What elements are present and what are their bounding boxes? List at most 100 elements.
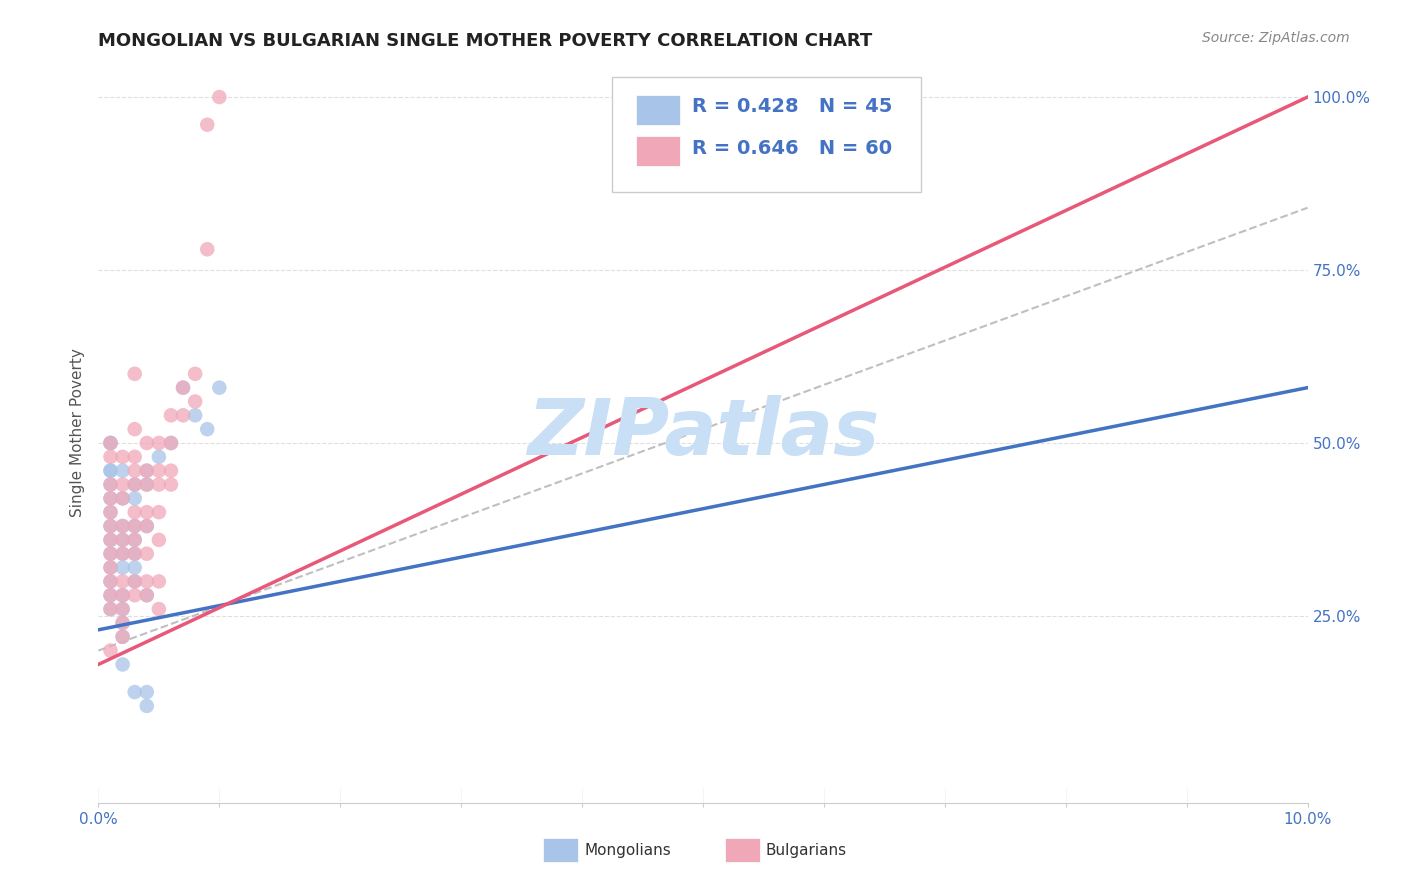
Point <box>100 505 122 519</box>
Point <box>148 477 170 491</box>
Point <box>148 574 170 589</box>
Point <box>100 560 122 574</box>
Point <box>100 450 122 464</box>
Point <box>135 588 157 602</box>
Point <box>100 519 122 533</box>
Point <box>111 560 134 574</box>
Point <box>100 574 122 589</box>
Point <box>148 450 170 464</box>
Point <box>135 464 157 478</box>
Point <box>111 588 134 602</box>
Text: Bulgarians: Bulgarians <box>766 843 846 858</box>
Point <box>195 118 218 132</box>
Point <box>100 602 122 616</box>
Point <box>148 505 170 519</box>
Point <box>172 409 194 423</box>
Point <box>184 409 207 423</box>
Point <box>124 533 146 547</box>
Point <box>111 533 134 547</box>
FancyBboxPatch shape <box>637 136 681 166</box>
Point <box>124 491 146 506</box>
Point <box>124 547 146 561</box>
Point <box>124 588 146 602</box>
Point <box>111 533 134 547</box>
Point <box>100 588 122 602</box>
Point <box>124 560 146 574</box>
Point <box>111 547 134 561</box>
Point <box>111 630 134 644</box>
Point <box>184 367 207 381</box>
Point <box>111 630 134 644</box>
Point <box>111 519 134 533</box>
Point <box>111 477 134 491</box>
FancyBboxPatch shape <box>637 95 681 125</box>
Point <box>184 394 207 409</box>
FancyBboxPatch shape <box>543 838 578 862</box>
Point <box>135 519 157 533</box>
Point <box>111 602 134 616</box>
Point <box>172 381 194 395</box>
Point <box>124 367 146 381</box>
Point <box>111 615 134 630</box>
Point <box>100 588 122 602</box>
Point <box>160 436 183 450</box>
Point <box>111 491 134 506</box>
Point <box>100 505 122 519</box>
Point <box>148 464 170 478</box>
Text: Mongolians: Mongolians <box>585 843 671 858</box>
Point <box>160 477 183 491</box>
Point <box>135 574 157 589</box>
Point <box>100 519 122 533</box>
Point <box>124 477 146 491</box>
Point <box>160 409 183 423</box>
Point <box>100 436 122 450</box>
Point <box>208 381 231 395</box>
Point <box>124 685 146 699</box>
Point <box>100 477 122 491</box>
Point <box>100 547 122 561</box>
Point <box>100 547 122 561</box>
Point <box>100 464 122 478</box>
Point <box>111 491 134 506</box>
Point <box>111 519 134 533</box>
Text: R = 0.428   N = 45: R = 0.428 N = 45 <box>692 97 893 116</box>
Point <box>111 464 134 478</box>
Point <box>100 560 122 574</box>
Point <box>135 698 157 713</box>
Point <box>111 547 134 561</box>
Point <box>124 574 146 589</box>
Point <box>100 533 122 547</box>
FancyBboxPatch shape <box>724 838 759 862</box>
Text: Source: ZipAtlas.com: Source: ZipAtlas.com <box>1202 31 1350 45</box>
Point <box>100 643 122 657</box>
Point <box>111 588 134 602</box>
Point <box>195 242 218 256</box>
Text: MONGOLIAN VS BULGARIAN SINGLE MOTHER POVERTY CORRELATION CHART: MONGOLIAN VS BULGARIAN SINGLE MOTHER POV… <box>98 32 873 50</box>
Point <box>195 422 218 436</box>
Point <box>124 519 146 533</box>
Point <box>124 422 146 436</box>
Point <box>148 602 170 616</box>
Point <box>111 615 134 630</box>
Point <box>135 505 157 519</box>
Point <box>135 685 157 699</box>
Point <box>124 547 146 561</box>
Point <box>135 477 157 491</box>
Point <box>111 450 134 464</box>
Point <box>135 436 157 450</box>
Point <box>111 657 134 672</box>
Point <box>148 533 170 547</box>
Point <box>160 436 183 450</box>
Point <box>100 491 122 506</box>
Point <box>135 477 157 491</box>
Point <box>100 464 122 478</box>
Text: R = 0.646   N = 60: R = 0.646 N = 60 <box>692 139 893 158</box>
Point <box>124 519 146 533</box>
Point <box>160 464 183 478</box>
Point <box>100 436 122 450</box>
Point <box>124 464 146 478</box>
Point <box>100 602 122 616</box>
Point <box>111 602 134 616</box>
Point <box>100 436 122 450</box>
Point <box>124 450 146 464</box>
